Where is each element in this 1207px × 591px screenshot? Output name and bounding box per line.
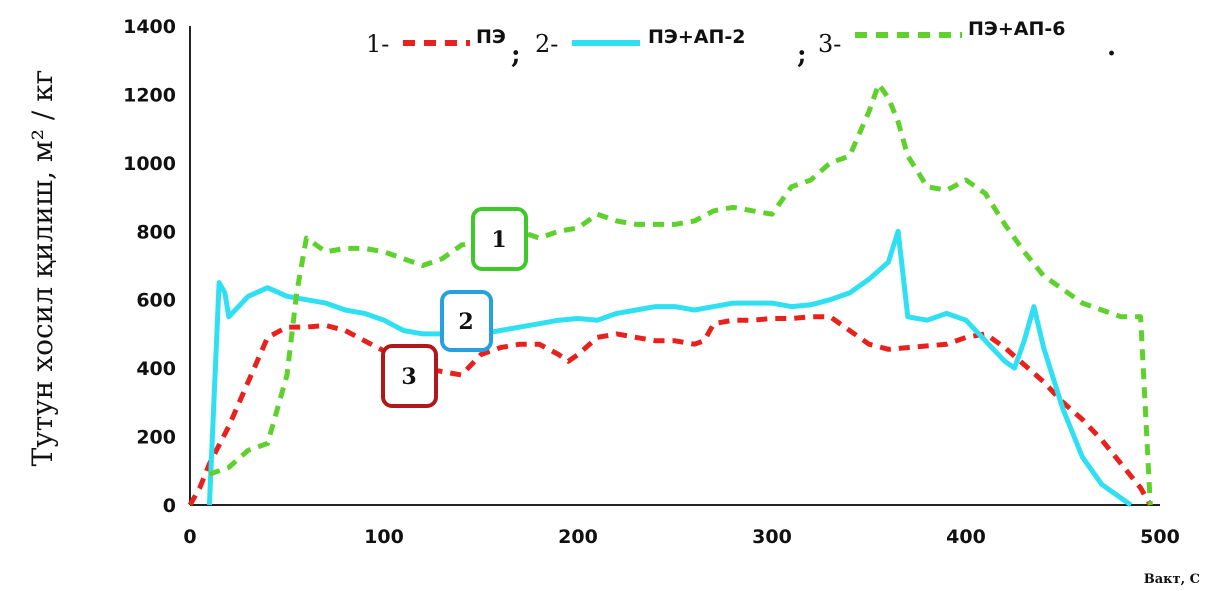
legend-2-prefix: 2-	[535, 30, 558, 58]
callouts: 1 2 3	[381, 207, 528, 408]
callout-3-box	[381, 344, 438, 408]
x-axis-label: Вакт, С	[1144, 572, 1200, 587]
axes: 0 200 400 600 800 1000 1200 1400 0 100 200 300 400 5…	[123, 16, 1180, 548]
callout-1: 1	[471, 207, 528, 271]
legend-1-separator: ;	[511, 40, 521, 70]
legend-3-label: ПЭ+АП-6	[968, 18, 1065, 40]
callout-2-text: 2	[458, 309, 473, 335]
callout-1-box	[471, 207, 528, 271]
legend-1-label: ПЭ	[476, 26, 506, 48]
y-tick-label: 800	[136, 221, 176, 243]
y-tick-label: 0	[163, 495, 176, 517]
callout-2: 2	[440, 290, 493, 352]
y-tick-label: 1000	[123, 153, 176, 175]
y-tick-label: 600	[136, 290, 176, 312]
x-tick-label: 200	[558, 526, 598, 548]
x-tick-label: 300	[752, 526, 792, 548]
series-line-2	[206, 228, 1133, 508]
callout-2-box	[440, 290, 493, 352]
legend-3-separator: .	[1107, 32, 1116, 62]
callout-1-text: 1	[491, 227, 506, 253]
callout-3-text: 3	[401, 364, 416, 390]
y-tick-label: 400	[136, 358, 176, 380]
x-tick-label: 0	[183, 526, 196, 548]
callout-3: 3	[381, 344, 438, 408]
series-layer	[187, 81, 1153, 508]
y-ticks: 0 200 400 600 800 1000 1200 1400	[123, 16, 176, 517]
x-tick-label: 500	[1140, 526, 1180, 548]
legend-3-prefix: 3-	[818, 30, 841, 58]
x-tick-label: 400	[946, 526, 986, 548]
series-line-3	[208, 81, 1153, 506]
legend-2-separator: ;	[797, 40, 807, 70]
x-tick-label: 100	[364, 526, 404, 548]
y-tick-label: 200	[136, 427, 176, 449]
x-ticks: 0 100 200 300 400 500	[183, 526, 1179, 548]
legend-1-prefix: 1-	[366, 30, 389, 58]
legend-2-label: ПЭ+АП-2	[648, 26, 745, 48]
y-tick-label: 1200	[123, 84, 176, 106]
legend: 1- ПЭ ; 2- ПЭ+АП-2 ; 3- ПЭ+АП-6 .	[366, 18, 1116, 70]
y-axis-label: Тутун хосил қилиш, м² / кг	[26, 70, 59, 467]
series-line-1	[187, 314, 1153, 507]
y-tick-label: 1400	[123, 16, 176, 38]
